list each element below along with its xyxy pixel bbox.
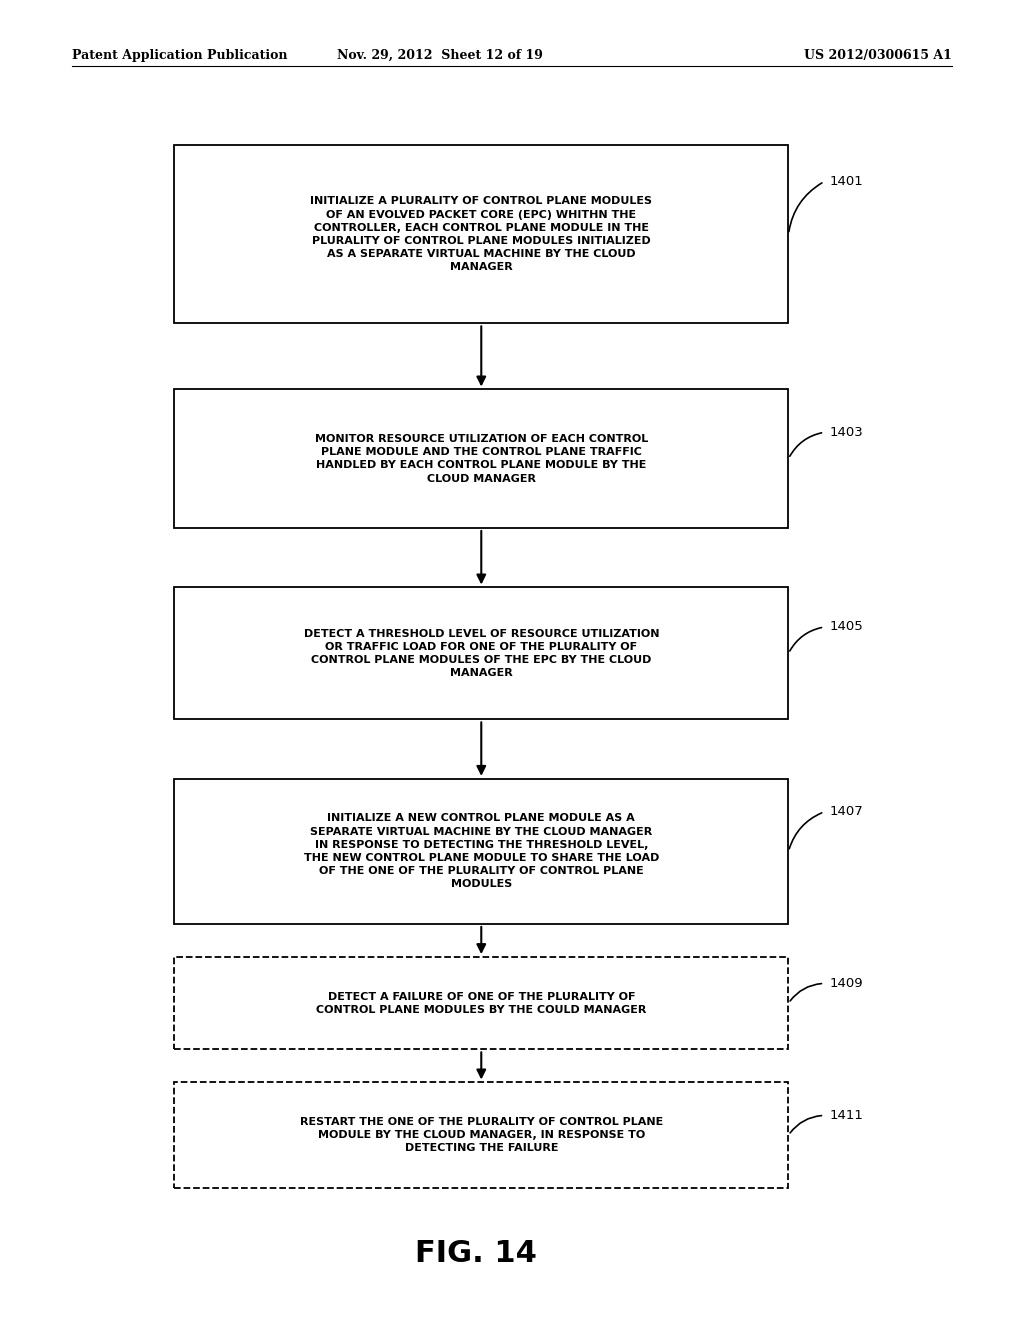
Text: 1407: 1407: [829, 805, 863, 818]
Text: US 2012/0300615 A1: US 2012/0300615 A1: [805, 49, 952, 62]
FancyBboxPatch shape: [174, 957, 788, 1049]
FancyBboxPatch shape: [174, 389, 788, 528]
Text: 1411: 1411: [829, 1109, 863, 1122]
FancyBboxPatch shape: [174, 779, 788, 924]
Text: MONITOR RESOURCE UTILIZATION OF EACH CONTROL
PLANE MODULE AND THE CONTROL PLANE : MONITOR RESOURCE UTILIZATION OF EACH CON…: [314, 434, 648, 483]
Text: 1401: 1401: [829, 176, 863, 187]
FancyArrowPatch shape: [790, 813, 821, 849]
Text: Patent Application Publication: Patent Application Publication: [72, 49, 287, 62]
Text: DETECT A FAILURE OF ONE OF THE PLURALITY OF
CONTROL PLANE MODULES BY THE COULD M: DETECT A FAILURE OF ONE OF THE PLURALITY…: [316, 991, 646, 1015]
Text: 1403: 1403: [829, 426, 863, 438]
Text: INITIALIZE A PLURALITY OF CONTROL PLANE MODULES
OF AN EVOLVED PACKET CORE (EPC) : INITIALIZE A PLURALITY OF CONTROL PLANE …: [310, 197, 652, 272]
FancyArrowPatch shape: [791, 983, 821, 1001]
FancyArrowPatch shape: [791, 1115, 821, 1133]
Text: RESTART THE ONE OF THE PLURALITY OF CONTROL PLANE
MODULE BY THE CLOUD MANAGER, I: RESTART THE ONE OF THE PLURALITY OF CONT…: [300, 1117, 663, 1154]
Text: FIG. 14: FIG. 14: [415, 1239, 538, 1269]
FancyArrowPatch shape: [790, 627, 821, 651]
Text: 1409: 1409: [829, 977, 863, 990]
FancyBboxPatch shape: [174, 1082, 788, 1188]
Text: DETECT A THRESHOLD LEVEL OF RESOURCE UTILIZATION
OR TRAFFIC LOAD FOR ONE OF THE : DETECT A THRESHOLD LEVEL OF RESOURCE UTI…: [303, 628, 659, 678]
FancyArrowPatch shape: [790, 433, 821, 457]
Text: 1405: 1405: [829, 620, 863, 634]
Text: Nov. 29, 2012  Sheet 12 of 19: Nov. 29, 2012 Sheet 12 of 19: [337, 49, 544, 62]
FancyBboxPatch shape: [174, 587, 788, 719]
FancyArrowPatch shape: [788, 183, 822, 231]
FancyBboxPatch shape: [174, 145, 788, 323]
Text: INITIALIZE A NEW CONTROL PLANE MODULE AS A
SEPARATE VIRTUAL MACHINE BY THE CLOUD: INITIALIZE A NEW CONTROL PLANE MODULE AS…: [303, 813, 659, 890]
